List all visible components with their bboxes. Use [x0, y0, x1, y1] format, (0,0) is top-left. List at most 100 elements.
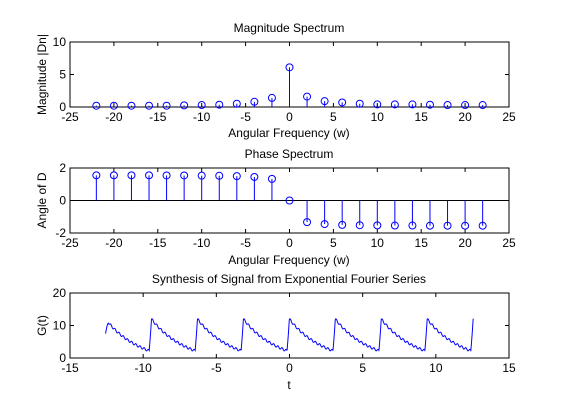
magnitude-marker — [232, 99, 241, 108]
magnitude-xtick-label: 15 — [415, 110, 429, 124]
synthesis-xtick-label: 5 — [359, 361, 366, 375]
synthesis-xtick-label: 15 — [502, 361, 516, 375]
magnitude-xtick-label: 20 — [458, 110, 472, 124]
magnitude-marker — [92, 101, 101, 110]
magnitude-xtick-label: -25 — [61, 110, 79, 124]
phase-marker — [250, 172, 259, 181]
synthesis-ytick-label: 10 — [53, 319, 67, 333]
phase-ytick-label: -2 — [55, 226, 66, 240]
phase-marker — [303, 218, 312, 227]
phase-xtick-label: -20 — [105, 236, 123, 250]
magnitude-marker — [145, 101, 154, 110]
magnitude-marker — [461, 101, 470, 110]
synthesis-xtick-label: -15 — [61, 361, 79, 375]
phase-marker — [127, 171, 136, 180]
synthesis-ylabel: G(t) — [35, 315, 49, 336]
magnitude-marker — [180, 101, 189, 110]
phase-marker — [461, 221, 470, 230]
magnitude-marker — [390, 100, 399, 109]
phase-marker — [478, 221, 487, 230]
synthesis-xtick-label: 10 — [429, 361, 443, 375]
magnitude-subplot: Magnitude Spectrum -25 -20 -15 -10 -5 0 5 10 15 2… — [35, 21, 516, 140]
synthesis-xtick-label: -10 — [134, 361, 152, 375]
synthesis-ytick-label: 0 — [59, 351, 66, 365]
magnitude-marker — [443, 101, 452, 110]
phase-xtick-label: 10 — [371, 236, 385, 250]
magnitude-ytick-label: 10 — [53, 35, 67, 49]
phase-xtick-label: -10 — [193, 236, 211, 250]
synthesis-xtick-label: 0 — [286, 361, 293, 375]
phase-marker — [390, 221, 399, 230]
magnitude-marker — [478, 101, 487, 110]
phase-marker — [408, 221, 417, 230]
magnitude-xtick-label: -15 — [149, 110, 167, 124]
synthesis-signal-line — [105, 318, 474, 353]
magnitude-marker — [320, 97, 329, 106]
magnitude-x-ticks: -25 -20 -15 -10 -5 0 5 10 15 20 25 — [61, 42, 516, 124]
phase-marker — [232, 172, 241, 181]
magnitude-marker — [373, 100, 382, 109]
synthesis-subplot: Synthesis of Signal from Exponential Fou… — [35, 272, 516, 392]
phase-marker — [285, 196, 294, 205]
magnitude-marker — [267, 93, 276, 102]
phase-marker — [215, 171, 224, 180]
magnitude-ytick-label: 0 — [59, 100, 66, 114]
synthesis-y-ticks: 0 10 20 — [53, 286, 509, 365]
magnitude-ylabel: Magnitude |Dn| — [35, 34, 49, 115]
phase-marker — [338, 220, 347, 229]
magnitude-xlabel: Angular Frequency (w) — [228, 126, 349, 140]
phase-marker — [373, 221, 382, 230]
phase-marker — [162, 171, 171, 180]
magnitude-marker — [127, 101, 136, 110]
magnitude-marker — [215, 100, 224, 109]
magnitude-marker — [197, 101, 206, 110]
phase-marker — [425, 221, 434, 230]
phase-marker — [267, 174, 276, 183]
synthesis-xlabel: t — [287, 378, 291, 392]
magnitude-ytick-label: 5 — [59, 68, 66, 82]
phase-ytick-label: 0 — [59, 194, 66, 208]
magnitude-xtick-label: 0 — [286, 110, 293, 124]
phase-ytick-label: 2 — [59, 161, 66, 175]
phase-xlabel: Angular Frequency (w) — [228, 253, 349, 267]
magnitude-xtick-label: 5 — [330, 110, 337, 124]
phase-xtick-label: 0 — [286, 236, 293, 250]
synthesis-x-ticks: -15 -10 -5 0 5 10 15 — [61, 293, 516, 375]
magnitude-stems — [92, 63, 487, 110]
phase-marker — [92, 171, 101, 180]
magnitude-marker — [338, 98, 347, 107]
phase-x-ticks: -25 -20 -15 -10 -5 0 5 10 15 20 25 — [61, 168, 516, 250]
magnitude-y-ticks: 0 5 10 — [53, 35, 509, 114]
magnitude-marker — [285, 63, 294, 72]
phase-marker — [145, 171, 154, 180]
phase-xtick-label: -25 — [61, 236, 79, 250]
phase-marker — [355, 221, 364, 230]
magnitude-marker — [425, 100, 434, 109]
phase-marker — [443, 221, 452, 230]
magnitude-xtick-label: 10 — [371, 110, 385, 124]
magnitude-marker — [408, 100, 417, 109]
synthesis-xtick-label: -5 — [211, 361, 222, 375]
phase-marker — [109, 171, 118, 180]
phase-xtick-label: -15 — [149, 236, 167, 250]
phase-xtick-label: -5 — [240, 236, 251, 250]
magnitude-xtick-label: -20 — [105, 110, 123, 124]
magnitude-marker — [355, 99, 364, 108]
phase-ylabel: Angle of D — [35, 172, 49, 228]
phase-marker — [320, 220, 329, 229]
magnitude-title: Magnitude Spectrum — [234, 21, 345, 35]
phase-xtick-label: 5 — [330, 236, 337, 250]
phase-marker — [180, 171, 189, 180]
phase-title: Phase Spectrum — [245, 147, 334, 161]
magnitude-xtick-label: 25 — [502, 110, 516, 124]
phase-subplot: Phase Spectrum -25 -20 -15 -10 -5 0 5 10 15 20 25 … — [35, 147, 516, 267]
synthesis-title: Synthesis of Signal from Exponential Fou… — [152, 272, 426, 286]
synthesis-axes-box — [69, 292, 510, 359]
phase-xtick-label: 20 — [458, 236, 472, 250]
phase-stems — [92, 171, 487, 230]
synthesis-ytick-label: 20 — [53, 286, 67, 300]
phase-xtick-label: 15 — [415, 236, 429, 250]
magnitude-marker — [250, 97, 259, 106]
magnitude-marker — [109, 101, 118, 110]
